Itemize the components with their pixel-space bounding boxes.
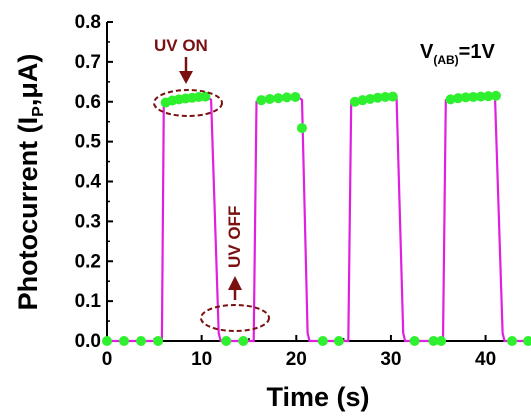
photocurrent-line	[107, 95, 531, 343]
bias-voltage-label: V(AB)=1V	[420, 41, 495, 67]
y-tick-label: 0.8	[75, 12, 101, 33]
data-point	[372, 92, 383, 103]
x-tick-label: 40	[475, 349, 496, 370]
data-point	[523, 336, 531, 346]
uv-off-highlight-ellipse	[200, 304, 270, 332]
x-tick-label: 30	[380, 349, 401, 370]
data-point	[460, 92, 471, 103]
data-point	[296, 123, 307, 134]
uv-on-arrowhead	[179, 71, 193, 84]
uv-on-label: UV ON	[154, 36, 208, 55]
data-point	[153, 336, 164, 346]
data-point	[119, 336, 130, 346]
data-point	[221, 336, 232, 346]
ticks: 0.0 0.1 0.2 0.3 0.4 0.5 0.6 0.7 0.8 0 10 20 30 40	[75, 12, 497, 370]
data-point	[200, 91, 211, 102]
x-axis-title: Time (s)	[266, 382, 369, 412]
x-tick-label: 10	[191, 349, 212, 370]
data-point	[333, 336, 344, 346]
series-layer	[102, 90, 531, 346]
data-point	[490, 90, 501, 101]
data-point	[483, 91, 494, 102]
data-point	[102, 336, 112, 346]
x-tick-label: 0	[102, 349, 113, 370]
data-point	[380, 91, 391, 102]
y-tick-label: 0.3	[75, 211, 101, 232]
data-point	[256, 95, 267, 106]
uv-off-arrowhead	[228, 276, 242, 290]
y-tick-label: 0.7	[75, 52, 101, 73]
y-tick-label: 0.0	[75, 331, 101, 352]
x-tick-label: 20	[286, 349, 307, 370]
uv-off-annotation: UV OFF	[200, 206, 270, 332]
data-point	[238, 336, 249, 346]
data-point	[475, 91, 486, 102]
y-tick-label: 0.4	[75, 172, 102, 193]
data-point	[349, 96, 360, 107]
data-point	[445, 94, 456, 105]
data-point	[317, 336, 328, 346]
data-point	[453, 93, 464, 104]
data-point	[136, 336, 147, 346]
axes	[106, 22, 531, 342]
data-point	[468, 91, 479, 102]
data-point	[357, 95, 368, 106]
data-point	[428, 336, 439, 346]
uv-off-label: UV OFF	[225, 206, 244, 268]
y-tick-label: 0.1	[75, 291, 102, 312]
y-axis-title: Photocurrent (IP,μA)	[13, 54, 47, 311]
data-point	[273, 93, 284, 104]
y-tick-label: 0.6	[75, 92, 101, 113]
data-point	[409, 336, 420, 346]
y-tick-label: 0.2	[75, 251, 101, 272]
data-point	[264, 93, 275, 104]
uv-on-highlight-ellipse	[153, 89, 223, 117]
data-point	[365, 93, 376, 104]
data-point	[290, 91, 301, 102]
uv-on-annotation: UV ON	[153, 36, 223, 117]
y-tick-label: 0.5	[75, 132, 102, 153]
data-point	[387, 91, 398, 102]
data-point	[507, 336, 518, 346]
data-point	[281, 92, 292, 103]
data-point	[436, 336, 447, 346]
